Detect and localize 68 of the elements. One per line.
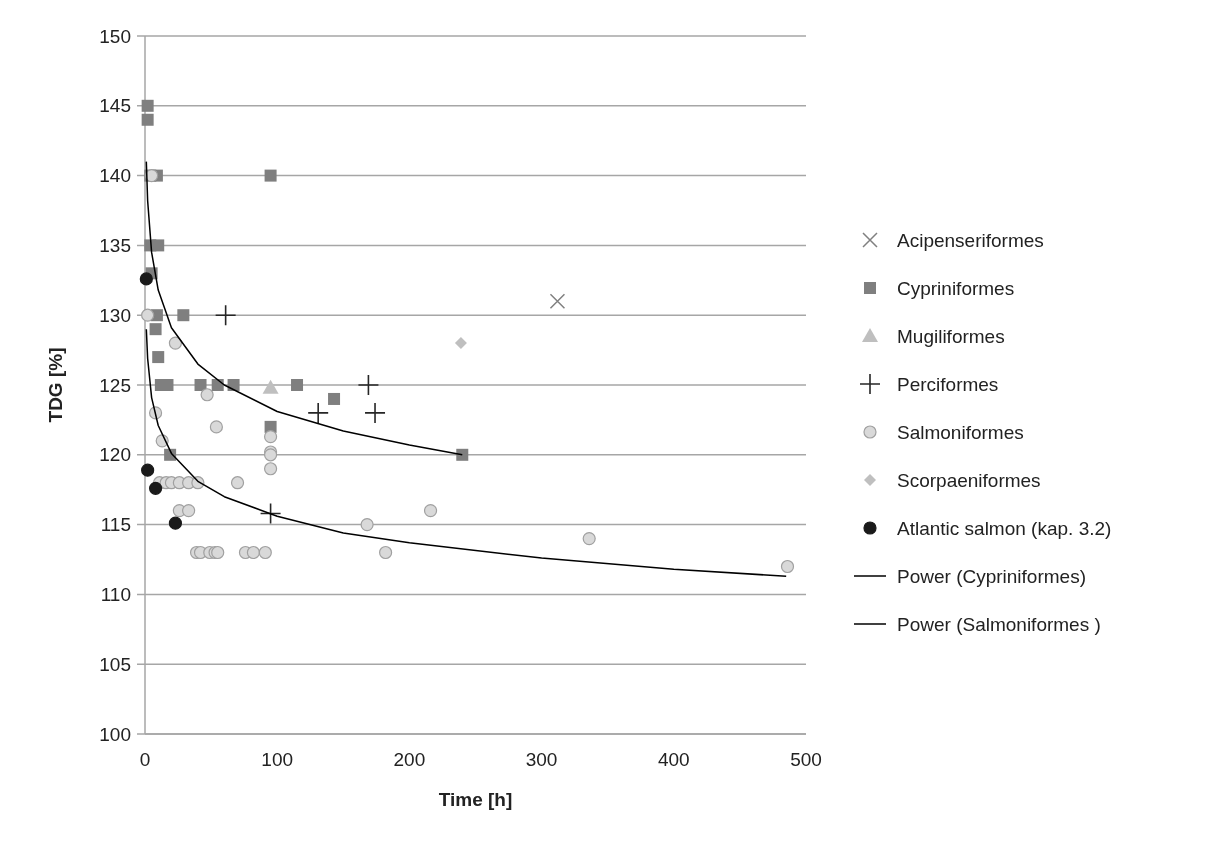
point [209,420,223,434]
y-tick-label: 120 [99,444,131,466]
legend-label: Power (Salmoniformes ) [897,613,1101,635]
point [780,559,795,574]
point [291,379,304,391]
legend-label: Atlantic salmon (kap. 3.2) [897,517,1112,539]
x-tick-label: 100 [261,749,294,770]
point [152,239,165,252]
point [263,462,278,476]
point [139,272,153,286]
x-axis-title: Time [h] [438,789,513,810]
point [259,502,282,525]
y-axis-title: TDG [%] [45,347,66,423]
point [148,481,163,495]
y-tick-label: 105 [99,653,131,675]
point [194,379,207,391]
point [364,402,386,424]
x-tick-label: 400 [657,749,690,770]
point [149,323,162,336]
y-tick-label: 145 [99,95,131,117]
point [141,99,154,112]
legend-label: Acipenseriformes [897,229,1044,251]
y-tick-label: 135 [99,235,131,257]
legend-label: Power (Cypriniformes) [897,565,1086,587]
point [264,169,277,182]
legend-label: Cypriniformes [897,277,1015,299]
point [454,337,467,350]
y-tick-label: 150 [99,25,131,47]
point [357,374,380,396]
y-tick-label: 110 [100,584,131,606]
legend-label: Salmoniformes [897,421,1024,443]
x-tick-label: 200 [393,749,426,770]
point [456,448,469,461]
point [141,463,155,477]
point [360,518,374,532]
point [200,388,214,402]
point [549,293,566,309]
y-tick-label: 100 [99,723,131,745]
point [379,545,393,560]
legend-label: Scorpaeniformes [897,469,1041,491]
y-tick-label: 125 [99,374,131,396]
legend-label: Mugiliformes [897,325,1005,347]
point [307,402,329,424]
legend-label: Perciformes [897,373,999,395]
point [262,379,279,394]
point [246,545,260,560]
point [258,545,272,560]
point [214,304,237,326]
point [227,379,240,391]
point [230,476,245,490]
x-tick-label: 0 [139,749,151,770]
y-tick-label: 115 [100,514,131,536]
point [582,531,596,546]
point [177,309,190,322]
y-tick-label: 130 [99,304,131,326]
x-tick-label: 300 [525,749,558,770]
point [423,504,438,518]
line-series [145,328,787,577]
y-tick-label: 140 [99,165,131,187]
point [141,308,155,322]
point [168,516,183,530]
point [328,392,341,405]
point [141,113,154,126]
point [152,351,165,364]
point [168,336,183,350]
point [182,504,196,518]
x-tick-label: 500 [790,749,822,770]
point [263,430,278,444]
